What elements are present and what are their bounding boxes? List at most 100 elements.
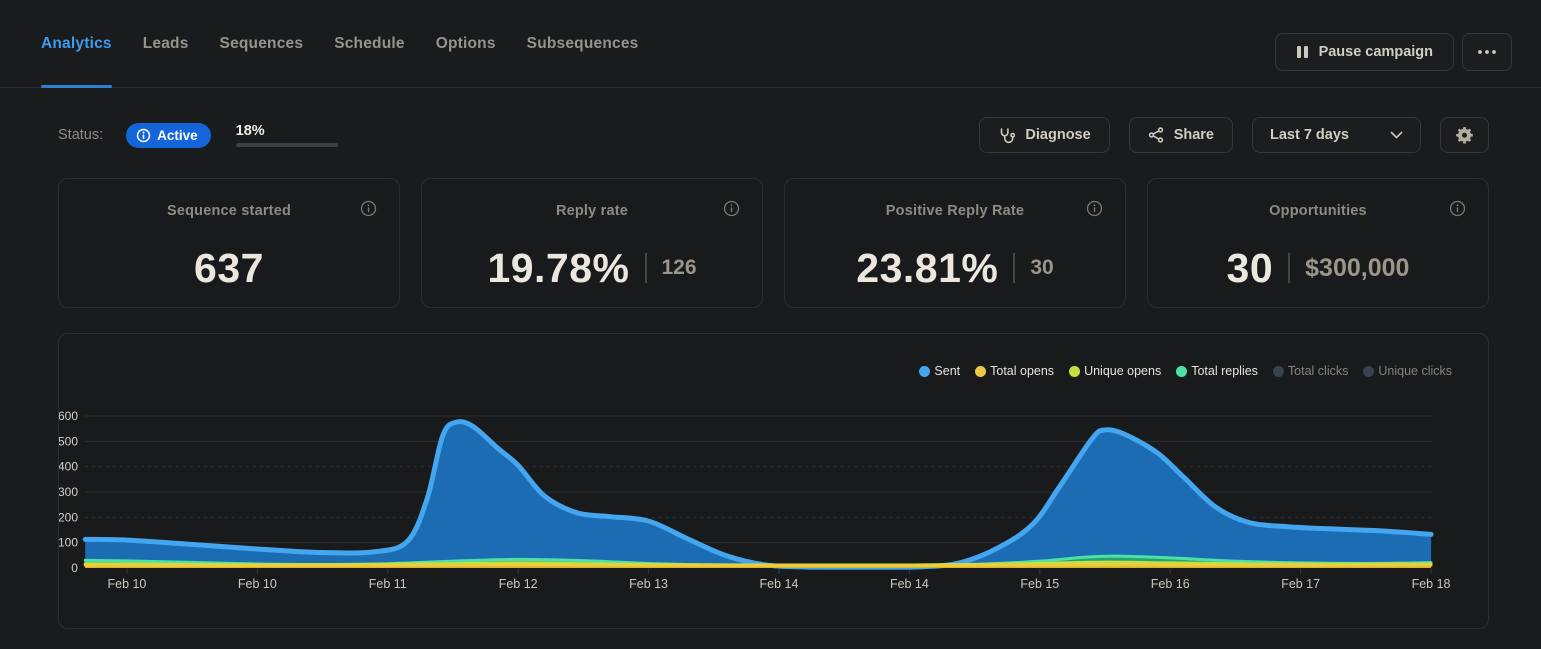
- tab-subsequences[interactable]: Subsequences: [526, 34, 639, 52]
- legend-label: Total opens: [990, 364, 1055, 378]
- status-badge[interactable]: Active: [126, 122, 211, 148]
- stethoscope-icon: [1001, 127, 1016, 143]
- legend-dot: [1363, 365, 1375, 377]
- stat-card-reply-rate: Reply rate 19.78% 126: [421, 178, 763, 308]
- legend-label: Total replies: [1191, 364, 1258, 378]
- tab-leads[interactable]: Leads: [142, 34, 189, 52]
- nav-actions: Pause campaign: [1274, 33, 1512, 71]
- ellipsis-icon: [1478, 50, 1496, 54]
- more-options-button[interactable]: [1462, 33, 1512, 71]
- stat-value: 30: [1226, 244, 1274, 291]
- stat-value-row: 637: [59, 229, 399, 307]
- toolbar-actions: Diagnose Share Last 7 days: [979, 117, 1489, 153]
- date-range-dropdown[interactable]: Last 7 days: [1252, 117, 1421, 153]
- legend-dot: [1069, 365, 1081, 377]
- stat-card-sequence-started: Sequence started 637: [58, 178, 400, 308]
- stat-value-row: 30 $300,000: [1148, 229, 1488, 307]
- progress-bar: [235, 143, 338, 147]
- info-icon[interactable]: [360, 200, 377, 217]
- stat-secondary-value: $300,000: [1305, 253, 1410, 282]
- svg-text:Feb 12: Feb 12: [499, 577, 538, 591]
- svg-text:0: 0: [71, 561, 78, 575]
- legend-dot: [1176, 365, 1188, 377]
- chart-legend: Sent Total opens Unique opens Total replies…: [919, 364, 1452, 378]
- legend-dot: [1272, 365, 1284, 377]
- svg-text:Feb 13: Feb 13: [629, 577, 668, 591]
- svg-text:Feb 14: Feb 14: [890, 577, 929, 591]
- svg-text:Feb 10: Feb 10: [238, 577, 277, 591]
- progress-percent: 18%: [235, 123, 265, 139]
- info-icon[interactable]: [1449, 200, 1466, 217]
- diagnose-button[interactable]: Diagnose: [979, 117, 1110, 153]
- stat-label: Reply rate: [555, 203, 629, 219]
- stat-label: Positive Reply Rate: [885, 203, 1025, 219]
- svg-text:Feb 15: Feb 15: [1020, 577, 1059, 591]
- legend-item-total-replies[interactable]: Total replies: [1176, 364, 1258, 378]
- legend-item-sent[interactable]: Sent: [919, 364, 960, 378]
- legend-item-unique-clicks[interactable]: Unique clicks: [1363, 364, 1452, 378]
- info-icon[interactable]: [723, 200, 740, 217]
- svg-text:500: 500: [59, 434, 78, 448]
- pause-icon: [1296, 46, 1308, 58]
- legend-dot: [919, 365, 931, 377]
- share-button[interactable]: Share: [1128, 117, 1233, 153]
- legend-item-total-opens[interactable]: Total opens: [975, 364, 1054, 378]
- stat-value: 23.81%: [856, 244, 999, 291]
- progress-block: 18%: [235, 123, 338, 147]
- tab-schedule[interactable]: Schedule: [334, 34, 405, 52]
- area-chart[interactable]: 0 100 200 300 400 500 600 Feb 10 Feb 10 Feb 11 Feb…: [59, 404, 1488, 609]
- gear-icon: [1456, 126, 1473, 144]
- settings-button[interactable]: [1440, 117, 1489, 153]
- diagnose-label: Diagnose: [1025, 127, 1091, 143]
- share-label: Share: [1173, 127, 1214, 143]
- value-divider: [1013, 253, 1016, 283]
- date-range-value: Last 7 days: [1270, 127, 1349, 143]
- tab-options[interactable]: Options: [435, 34, 496, 52]
- tab-bar: Analytics Leads Sequences Schedule Optio…: [41, 0, 639, 88]
- legend-item-unique-opens[interactable]: Unique opens: [1069, 364, 1161, 378]
- stat-value-row: 23.81% 30: [785, 229, 1125, 307]
- stat-card-opportunities: Opportunities 30 $300,000: [1147, 178, 1489, 308]
- svg-text:400: 400: [59, 460, 78, 474]
- tab-analytics[interactable]: Analytics: [41, 0, 112, 88]
- svg-text:Feb 17: Feb 17: [1281, 577, 1320, 591]
- pause-campaign-button[interactable]: Pause campaign: [1274, 33, 1454, 71]
- svg-text:600: 600: [59, 409, 78, 423]
- svg-text:Feb 16: Feb 16: [1151, 577, 1190, 591]
- stat-label: Opportunities: [1269, 203, 1367, 219]
- status-toolbar: Status: Active 18%: [58, 116, 1489, 154]
- svg-text:100: 100: [59, 536, 78, 550]
- svg-text:Feb 18: Feb 18: [1412, 577, 1451, 591]
- share-icon: [1148, 127, 1163, 143]
- analytics-chart-card: Sent Total opens Unique opens Total replies…: [58, 333, 1489, 629]
- status-badge-label: Active: [157, 127, 198, 143]
- stat-value: 637: [194, 244, 264, 291]
- stat-value-row: 19.78% 126: [422, 229, 762, 307]
- legend-label: Sent: [934, 364, 961, 378]
- info-icon[interactable]: [1086, 200, 1103, 217]
- value-divider: [644, 253, 647, 283]
- info-icon: [136, 128, 151, 142]
- top-navbar: Analytics Leads Sequences Schedule Optio…: [0, 0, 1541, 88]
- legend-label: Unique opens: [1084, 364, 1162, 378]
- status-label: Status:: [58, 127, 104, 143]
- chevron-down-icon: [1390, 131, 1403, 139]
- stat-label: Sequence started: [166, 203, 292, 219]
- svg-text:200: 200: [59, 510, 78, 524]
- legend-label: Unique clicks: [1378, 364, 1452, 378]
- svg-text:Feb 14: Feb 14: [760, 577, 799, 591]
- stat-value: 19.78%: [487, 244, 630, 291]
- legend-dot: [975, 365, 987, 377]
- value-divider: [1288, 253, 1291, 283]
- svg-text:Feb 10: Feb 10: [108, 577, 147, 591]
- status-group: Status: Active 18%: [58, 122, 338, 148]
- stat-card-positive-reply-rate: Positive Reply Rate 23.81% 30: [784, 178, 1126, 308]
- svg-text:300: 300: [59, 485, 78, 499]
- svg-text:Feb 11: Feb 11: [369, 577, 407, 591]
- legend-label: Total clicks: [1287, 364, 1349, 378]
- stat-secondary-value: 126: [661, 256, 697, 279]
- stats-row: Sequence started 637 Reply rate 19.78% 1…: [58, 178, 1489, 308]
- pause-campaign-label: Pause campaign: [1318, 44, 1433, 60]
- legend-item-total-clicks[interactable]: Total clicks: [1272, 364, 1349, 378]
- tab-sequences[interactable]: Sequences: [219, 34, 304, 52]
